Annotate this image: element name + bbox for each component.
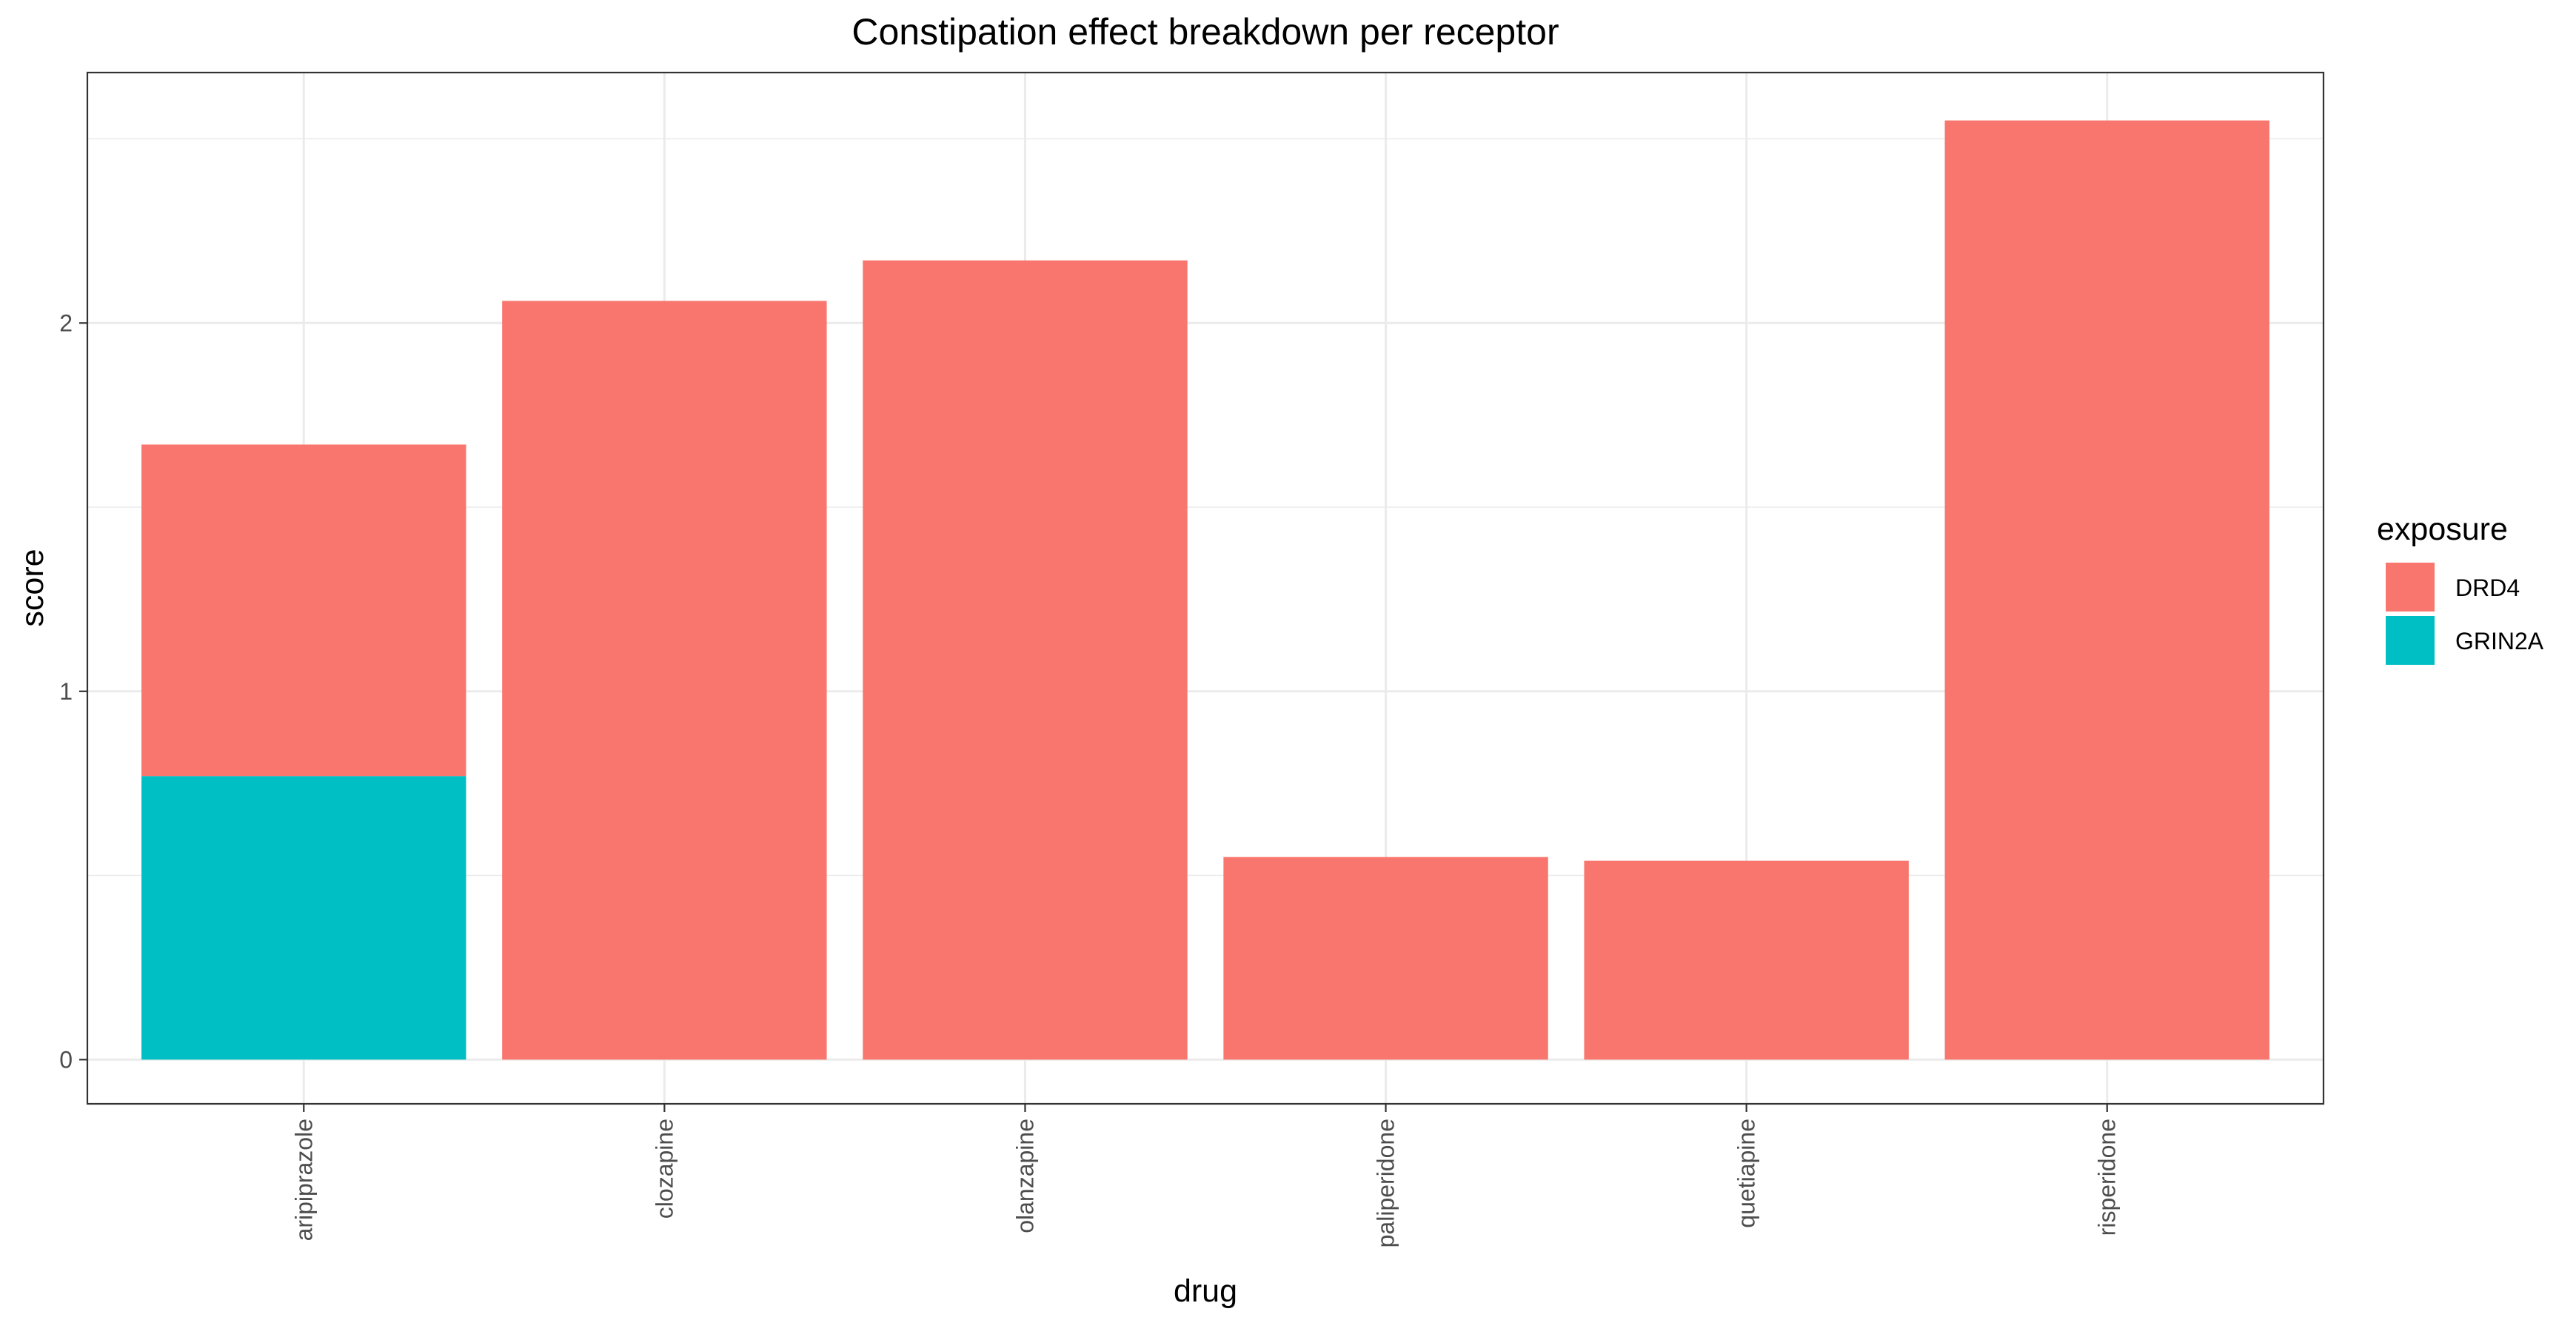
y-axis-title: score	[15, 549, 50, 626]
legend-label-drd4: DRD4	[2455, 574, 2520, 601]
legend-key-drd4	[2386, 563, 2435, 612]
legend-title: exposure	[2377, 512, 2508, 547]
panel-border	[86, 71, 2325, 1105]
legend-label-grin2a: GRIN2A	[2455, 628, 2544, 654]
bar-aripiprazole-drd4	[141, 444, 466, 777]
bar-quetiapine-drd4	[1584, 860, 1909, 1060]
x-tick-label-aripiprazole: aripiprazole	[290, 1119, 317, 1241]
y-tick-label: 0	[59, 1046, 73, 1073]
y-tick-label: 2	[59, 309, 73, 336]
bar-risperidone-drd4	[1944, 120, 2269, 1060]
x-tick-label-quetiapine: quetiapine	[1733, 1119, 1760, 1228]
y-axis: 0 1 2	[59, 309, 87, 1073]
y-tick-label: 1	[59, 678, 73, 705]
x-axis-title: drug	[1174, 1273, 1237, 1309]
bar-clozapine-drd4	[502, 301, 827, 1060]
bar-aripiprazole-grin2a	[141, 776, 466, 1060]
bar-olanzapine-drd4	[863, 260, 1188, 1060]
x-axis: aripiprazole clozapine olanzapine paliperid…	[290, 1104, 2121, 1247]
bars	[141, 120, 2269, 1060]
legend-key-grin2a	[2386, 616, 2435, 665]
legend: exposure DRD4 GRIN2A	[2377, 512, 2544, 665]
x-tick-label-olanzapine: olanzapine	[1011, 1119, 1038, 1233]
x-tick-label-risperidone: risperidone	[2094, 1119, 2121, 1236]
x-tick-label-clozapine: clozapine	[651, 1119, 678, 1219]
bar-paliperidone-drd4	[1223, 857, 1548, 1060]
x-tick-label-paliperidone: paliperidone	[1373, 1119, 1399, 1247]
chart-title: Constipation effect breakdown per recept…	[852, 11, 1559, 53]
